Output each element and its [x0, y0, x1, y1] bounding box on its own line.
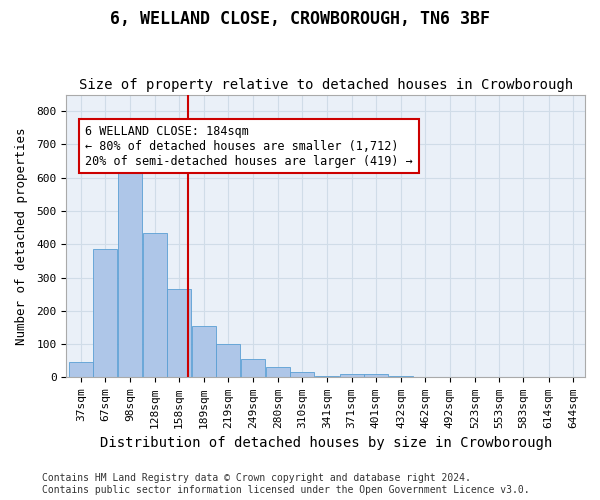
X-axis label: Distribution of detached houses by size in Crowborough: Distribution of detached houses by size … [100, 436, 552, 450]
Bar [290, 372, 314, 378]
Bar [438, 377, 461, 378]
Bar [364, 374, 388, 378]
Bar [241, 359, 265, 378]
Bar [118, 171, 142, 378]
Bar [167, 289, 191, 378]
Bar [266, 368, 290, 378]
Bar [389, 376, 413, 378]
Bar [413, 377, 437, 378]
Text: 6, WELLAND CLOSE, CROWBOROUGH, TN6 3BF: 6, WELLAND CLOSE, CROWBOROUGH, TN6 3BF [110, 10, 490, 28]
Bar [93, 250, 117, 378]
Bar [217, 344, 241, 378]
Text: Contains HM Land Registry data © Crown copyright and database right 2024.
Contai: Contains HM Land Registry data © Crown c… [42, 474, 530, 495]
Bar [340, 374, 364, 378]
Bar [316, 376, 339, 378]
Bar [192, 326, 216, 378]
Y-axis label: Number of detached properties: Number of detached properties [15, 127, 28, 345]
Text: 6 WELLAND CLOSE: 184sqm
← 80% of detached houses are smaller (1,712)
20% of semi: 6 WELLAND CLOSE: 184sqm ← 80% of detache… [85, 124, 413, 168]
Bar [69, 362, 93, 378]
Bar [143, 232, 167, 378]
Title: Size of property relative to detached houses in Crowborough: Size of property relative to detached ho… [79, 78, 573, 92]
